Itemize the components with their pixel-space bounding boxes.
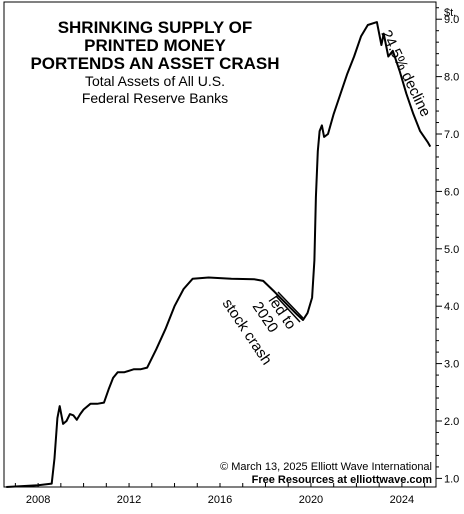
y-tick-label: 3.0 <box>444 359 459 371</box>
y-tick-label: 1.0 <box>444 473 459 485</box>
chart-title-line-2: PRINTED MONEY <box>84 36 226 55</box>
annotation-underline-1 <box>277 291 304 319</box>
y-axis: 1.0 2.0 3.0 4.0 5.0 6.0 7.0 8.0 9.0 <box>436 7 459 485</box>
x-axis: 2008 2012 2016 2020 2024 <box>14 483 426 506</box>
y-tick-label: 7.0 <box>444 129 459 141</box>
total-assets-line <box>6 21 432 488</box>
annotation-underline-2 <box>275 295 301 323</box>
y-unit-label: $t. <box>444 7 456 19</box>
x-tick-label: 2012 <box>117 494 141 506</box>
y-tick-label: 8.0 <box>444 72 459 84</box>
annotation-decline: 24.5% decline <box>377 27 434 119</box>
chart-title-line-3: PORTENDS AN ASSET CRASH <box>30 54 279 73</box>
chart-subtitle-line-2: Federal Reserve Banks <box>82 90 228 106</box>
credit-copyright: © March 13, 2025 Elliott Wave Internatio… <box>220 461 432 473</box>
y-tick-label: 4.0 <box>444 301 459 313</box>
y-tick-label: 9.0 <box>444 14 459 26</box>
x-tick-label: 2020 <box>299 494 323 506</box>
x-tick-label: 2008 <box>26 494 50 506</box>
chart-title-line-1: SHRINKING SUPPLY OF <box>58 18 253 37</box>
credit-free-resources: Free Resources at elliottwave.com <box>252 474 433 486</box>
x-tick-label: 2024 <box>390 494 414 506</box>
y-tick-label: 5.0 <box>444 244 459 256</box>
y-tick-label: 6.0 <box>444 186 459 198</box>
y-tick-label: 2.0 <box>444 416 459 428</box>
chart-subtitle-line-1: Total Assets of All U.S. <box>85 73 225 89</box>
x-tick-label: 2016 <box>208 494 232 506</box>
annotation-2020-stock-crash: led to 2020 stock crash <box>219 291 304 368</box>
